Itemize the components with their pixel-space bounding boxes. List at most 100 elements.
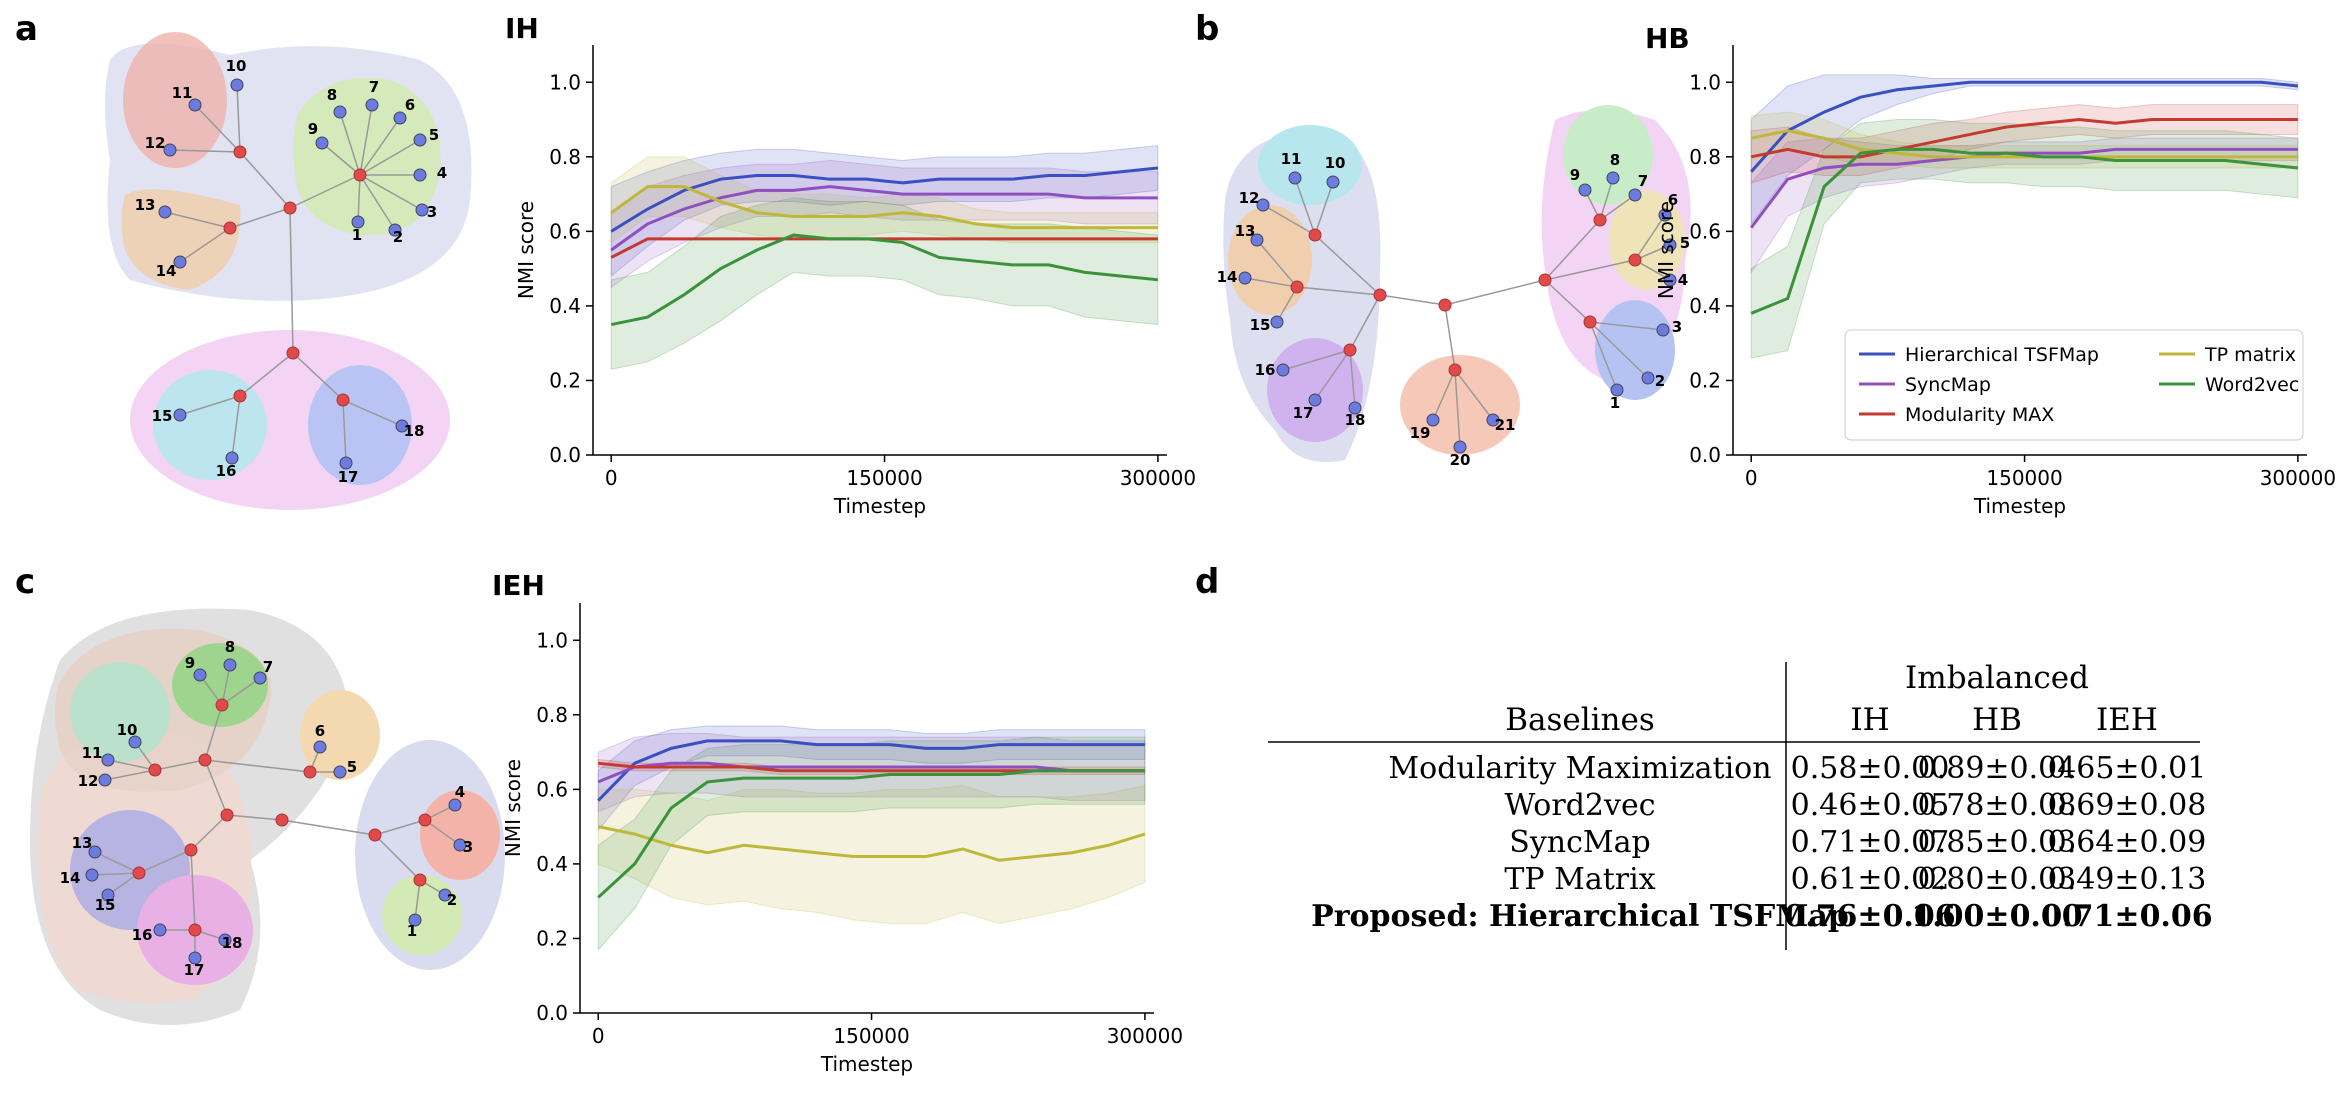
x-tick-label: 0	[592, 1024, 605, 1048]
legend-label: Word2vec	[2205, 374, 2299, 396]
leaf-node	[333, 105, 347, 119]
table-cell: 0.89±0.04	[1918, 751, 2077, 786]
node-label: 12	[145, 134, 166, 152]
x-tick-label: 150000	[833, 1024, 909, 1048]
hub-node	[220, 808, 234, 822]
table-col-header: IEH	[2096, 702, 2158, 738]
node-label: 8	[1610, 151, 1620, 169]
leaf-node	[395, 419, 409, 433]
node-label: 9	[308, 120, 318, 138]
graph-edge	[179, 227, 231, 263]
graph-edges	[164, 84, 423, 464]
graph-edge	[1544, 259, 1636, 281]
table-cell: 0.69±0.08	[2048, 788, 2207, 823]
node-label: 18	[222, 934, 243, 952]
leaf-node	[188, 98, 202, 112]
table-cell: 0.58±0.00	[1791, 751, 1950, 786]
graph-edge	[1296, 286, 1381, 296]
graph-edge	[190, 849, 196, 931]
x-axis-label: Timestep	[1973, 494, 2066, 518]
leaf-node	[173, 255, 187, 269]
hub-node	[1593, 213, 1607, 227]
graph-edge	[359, 117, 401, 176]
panel-letter-d: d	[1195, 562, 1219, 602]
graph-edge	[1599, 194, 1636, 221]
node-label: 1	[1610, 394, 1620, 412]
series-line-word2vec	[1750, 147, 2299, 315]
graph-edge	[221, 677, 261, 706]
graph-edge	[221, 664, 231, 706]
node-label: 2	[447, 891, 457, 909]
band-word2vec	[610, 197, 1159, 370]
y-tick-label: 1.0	[1689, 70, 1721, 94]
leaf-node	[253, 671, 267, 685]
leaf-node	[158, 205, 172, 219]
graph-edge	[239, 151, 291, 209]
graph-edge	[339, 111, 361, 176]
y-axis-label: NMI score	[501, 759, 525, 857]
node-label: 9	[185, 654, 195, 672]
graph-edge	[1444, 304, 1456, 371]
band-hierarchical-tsfmap	[1750, 74, 2299, 226]
hub-node	[233, 389, 247, 403]
leaf-node	[388, 223, 402, 237]
hub-node	[1538, 273, 1552, 287]
node-label: 4	[1678, 271, 1688, 289]
graph-edge	[321, 142, 361, 176]
node-label: 14	[60, 869, 81, 887]
y-tick-label: 0.4	[536, 852, 568, 876]
graph-edge	[94, 851, 140, 874]
hub-node	[184, 843, 198, 857]
leaf-node	[153, 923, 167, 937]
leaf-node	[218, 933, 232, 947]
leaf-node	[313, 740, 327, 754]
node-label: 13	[72, 834, 93, 852]
hub-node	[1343, 343, 1357, 357]
series-line-modularity-max	[1750, 118, 2298, 159]
node-label: 2	[393, 228, 403, 246]
y-tick-label: 0.8	[536, 703, 568, 727]
leaf-node	[438, 888, 452, 902]
leaf-node	[351, 215, 365, 229]
series-line-syncmap	[610, 185, 1158, 252]
node-label: 1	[352, 226, 362, 244]
table-cell: 0.49±0.13	[2048, 862, 2207, 897]
leaf-node	[163, 143, 177, 157]
node-label: 15	[1250, 316, 1271, 334]
graph-edge	[359, 104, 373, 176]
leaf-node	[339, 456, 353, 470]
leaf-node	[1658, 208, 1672, 222]
leaf-node	[98, 773, 112, 787]
series-line-syncmap	[1750, 147, 2298, 229]
hub-node	[286, 346, 300, 360]
graph-edge	[1276, 286, 1298, 323]
leaf-node	[223, 658, 237, 672]
hub-node	[336, 393, 350, 407]
y-tick-label: 0.2	[536, 926, 568, 950]
graph-edge	[1589, 321, 1649, 379]
leaf-node	[85, 868, 99, 882]
node-label: 21	[1495, 416, 1516, 434]
table-col-header: IH	[1850, 702, 1889, 738]
series-line-hierarchical-tsfmap	[1750, 80, 2299, 173]
leaf-node	[1238, 271, 1252, 285]
legend: Hierarchical TSFMap SyncMap Modularity MAX…	[1844, 329, 2304, 441]
y-tick-label: 0.6	[1689, 219, 1721, 243]
graph-edge	[424, 819, 461, 846]
node-label: 19	[1410, 424, 1431, 442]
node-label: 11	[1281, 150, 1302, 168]
node-label: 11	[82, 744, 103, 762]
node-label: 10	[1325, 154, 1346, 172]
node-label: 3	[427, 203, 437, 221]
panel-letter-b: b	[1195, 9, 1219, 49]
node-label: 7	[263, 658, 273, 676]
hub-node	[215, 698, 229, 712]
y-tick-label: 1.0	[549, 70, 581, 94]
graph-edge	[281, 819, 376, 836]
band-tp-matrix	[610, 156, 1159, 244]
band-syncmap	[1750, 137, 2299, 275]
chart-title-ieh: IEH	[492, 569, 545, 602]
